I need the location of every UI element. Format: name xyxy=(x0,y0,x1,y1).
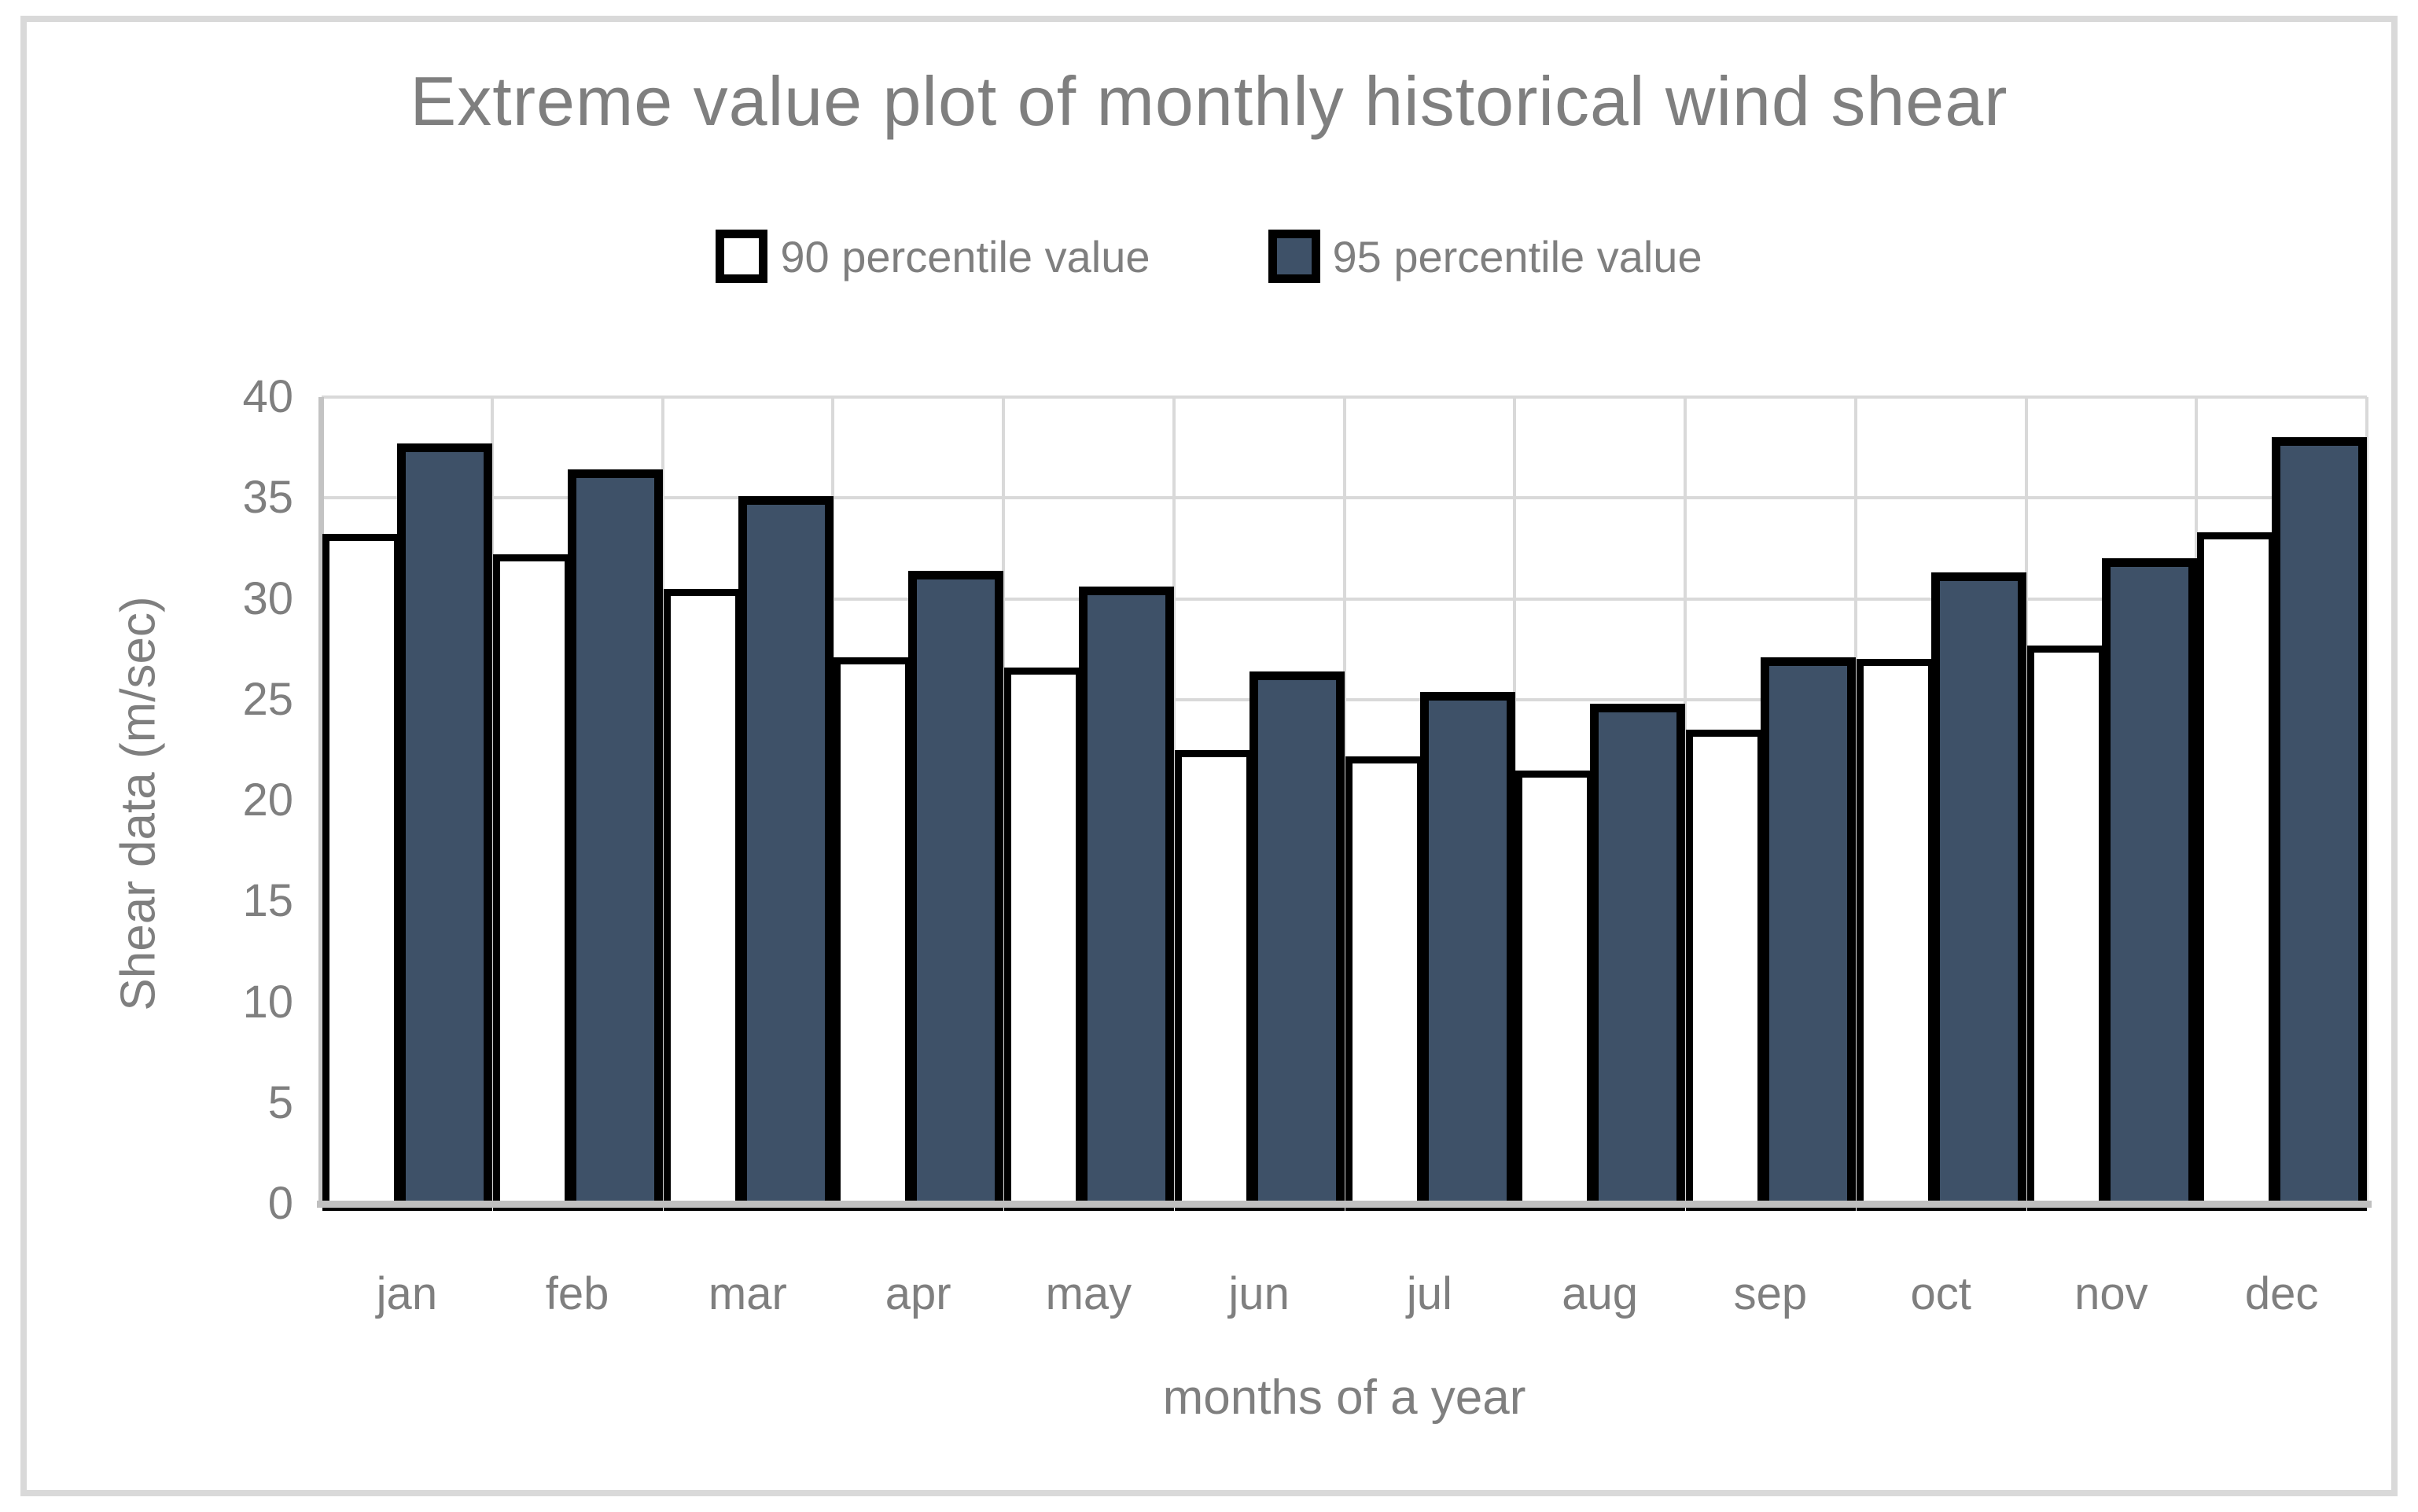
x-axis-line xyxy=(317,1201,2372,1208)
chart-frame xyxy=(20,16,2398,1496)
x-tick-label-jun: jun xyxy=(1228,1268,1290,1319)
legend-label-95-percentile: 95 percentile value xyxy=(1332,231,1702,281)
legend: 90 percentile value 95 percentile value xyxy=(0,230,2418,283)
x-tick-label-jul: jul xyxy=(1406,1268,1452,1319)
y-tick-label-40: 40 xyxy=(242,371,293,422)
bar-90-percentile-jun xyxy=(1174,749,1253,1211)
y-tick-label-20: 20 xyxy=(242,774,293,826)
bar-95-percentile-jun xyxy=(1249,671,1345,1211)
bar-90-percentile-jan xyxy=(322,534,401,1211)
x-axis-title: months of a year xyxy=(1162,1370,1526,1425)
bar-90-percentile-may xyxy=(1004,667,1083,1211)
bar-95-percentile-apr xyxy=(908,570,1004,1211)
legend-item-95-percentile: 95 percentile value xyxy=(1268,230,1702,283)
bar-90-percentile-jul xyxy=(1345,756,1424,1211)
plot-area xyxy=(317,395,2372,1211)
x-tick-label-jan: jan xyxy=(376,1268,438,1319)
bar-90-percentile-dec xyxy=(2197,532,2276,1211)
bar-90-percentile-apr xyxy=(834,657,913,1211)
x-tick-label-aug: aug xyxy=(1562,1268,1639,1319)
chart-title: Extreme value plot of monthly historical… xyxy=(410,62,2008,140)
x-tick-label-sep: sep xyxy=(1733,1268,1808,1319)
x-tick-label-feb: feb xyxy=(545,1268,609,1319)
x-tick-label-nov: nov xyxy=(2074,1268,2148,1319)
bar-90-percentile-aug xyxy=(1515,770,1595,1211)
bar-95-percentile-feb xyxy=(567,469,663,1211)
x-tick-label-dec: dec xyxy=(2244,1268,2319,1319)
y-tick-label-15: 15 xyxy=(242,875,293,927)
bar-90-percentile-oct xyxy=(1856,659,1935,1211)
bar-90-percentile-feb xyxy=(492,554,572,1211)
x-tick-label-oct: oct xyxy=(1910,1268,1971,1319)
x-tick-label-apr: apr xyxy=(885,1268,951,1319)
legend-item-90-percentile: 90 percentile value xyxy=(716,230,1150,283)
bar-95-percentile-oct xyxy=(1930,572,2026,1211)
bar-95-percentile-may xyxy=(1079,587,1174,1211)
bar-90-percentile-sep xyxy=(1686,730,1765,1211)
y-tick-label-10: 10 xyxy=(242,976,293,1028)
y-tick-label-0: 0 xyxy=(267,1178,293,1229)
legend-swatch-95-icon xyxy=(1268,230,1320,283)
y-tick-label-30: 30 xyxy=(242,572,293,624)
bar-95-percentile-mar xyxy=(738,495,834,1211)
bar-95-percentile-dec xyxy=(2272,437,2368,1211)
bar-95-percentile-jul xyxy=(1419,691,1515,1211)
bar-95-percentile-sep xyxy=(1761,657,1856,1211)
bar-90-percentile-nov xyxy=(2026,645,2106,1211)
y-axis-line xyxy=(318,397,324,1204)
y-tick-label-5: 5 xyxy=(267,1076,293,1128)
bar-95-percentile-aug xyxy=(1590,703,1686,1211)
legend-label-90-percentile: 90 percentile value xyxy=(780,231,1150,281)
legend-swatch-90-icon xyxy=(716,230,768,283)
x-tick-label-mar: mar xyxy=(708,1268,787,1319)
bar-95-percentile-nov xyxy=(2101,558,2197,1211)
y-tick-label-25: 25 xyxy=(242,673,293,725)
bar-95-percentile-jan xyxy=(397,443,492,1211)
bar-90-percentile-mar xyxy=(663,588,742,1211)
y-axis-title: Shear data (m/sec) xyxy=(111,596,166,1011)
x-tick-label-may: may xyxy=(1045,1268,1132,1319)
y-tick-label-35: 35 xyxy=(242,472,293,524)
